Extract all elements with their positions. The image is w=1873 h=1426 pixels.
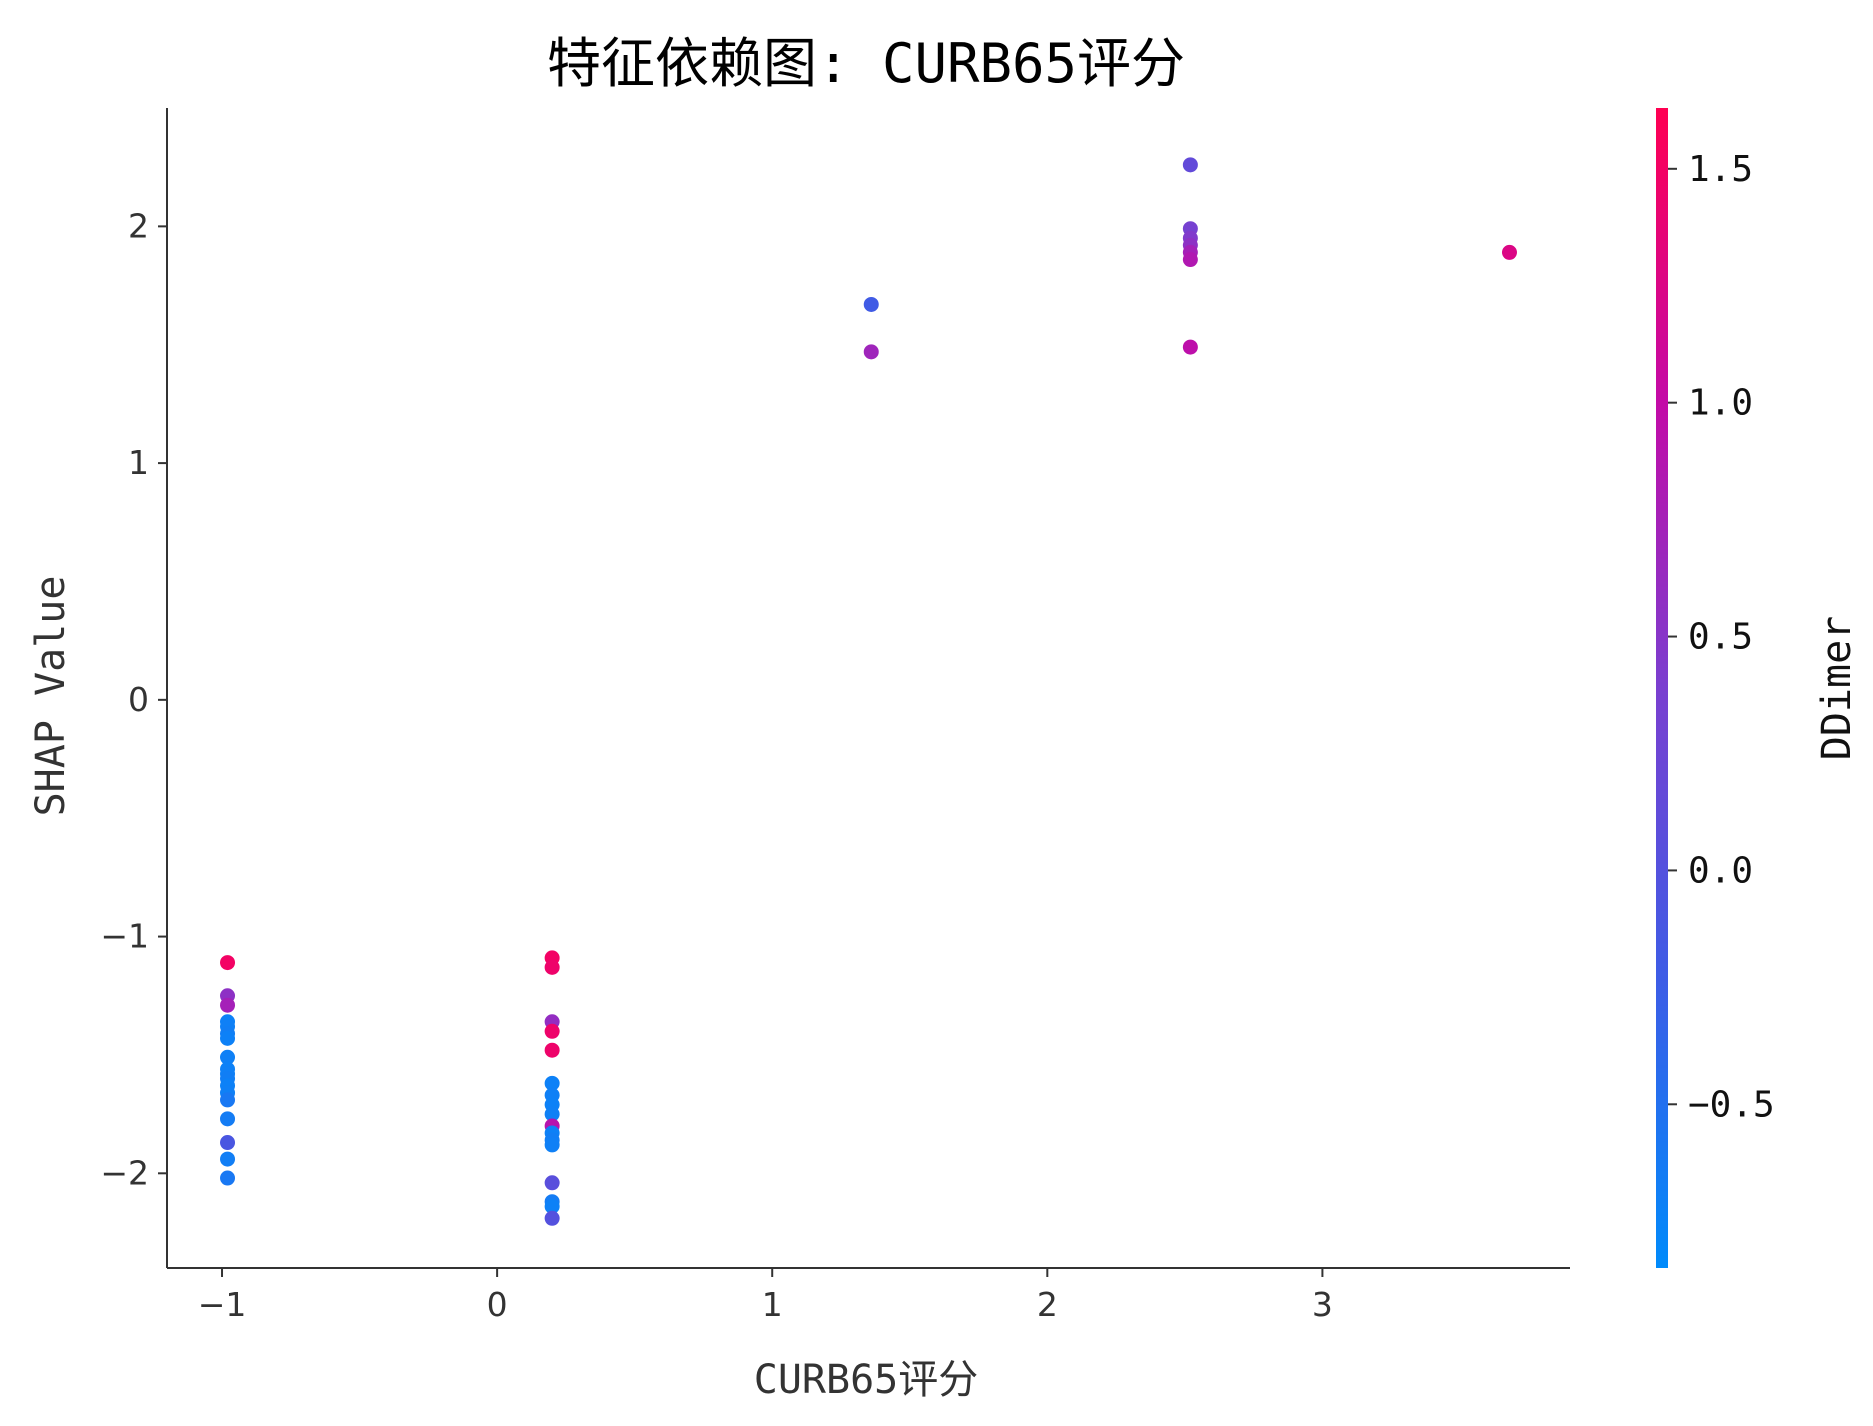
data-point [1182, 252, 1198, 268]
data-point [544, 1137, 560, 1153]
colorbar-tick-label: 1.5 [1688, 149, 1753, 190]
data-point [544, 1210, 560, 1226]
chart-title: 特征依赖图: CURB65评分 [547, 32, 1185, 95]
data-point [220, 1135, 236, 1151]
data-point [544, 1106, 560, 1122]
x-tick-label: 0 [487, 1285, 508, 1324]
data-point [544, 1075, 560, 1091]
x-tick-label: 3 [1312, 1285, 1333, 1324]
data-point [220, 1111, 236, 1127]
y-ticks: −2 −1 0 1 2 [100, 206, 167, 1192]
data-point [1182, 157, 1198, 173]
data-point [544, 959, 560, 975]
data-point [863, 296, 879, 312]
x-ticks: −1 0 1 2 3 [198, 1268, 1333, 1324]
y-tick-label: −2 [100, 1153, 149, 1192]
data-point [544, 1198, 560, 1214]
data-point [220, 1049, 236, 1065]
data-point [220, 1092, 236, 1108]
data-point [220, 955, 236, 971]
y-tick-label: 2 [128, 206, 149, 245]
y-axis-label: SHAP Value [28, 576, 74, 817]
x-axis-label: CURB65评分 [754, 1357, 979, 1403]
x-tick-label: −1 [198, 1285, 247, 1324]
data-point [220, 997, 236, 1013]
data-point [1501, 244, 1517, 260]
data-point [544, 1023, 560, 1039]
x-tick-label: 1 [762, 1285, 783, 1324]
colorbar-ticks: −0.5 0.0 0.5 1.0 1.5 [1668, 149, 1775, 1125]
data-point [220, 1151, 236, 1167]
data-point [220, 1170, 236, 1186]
y-tick-label: 1 [128, 443, 149, 482]
x-tick-label: 2 [1037, 1285, 1058, 1324]
colorbar-label: DDimer [1814, 616, 1860, 761]
y-tick-label: 0 [128, 680, 149, 719]
data-point [220, 1030, 236, 1046]
data-point [863, 344, 879, 360]
colorbar-tick-label: 1.0 [1688, 383, 1753, 424]
colorbar-tick-label: −0.5 [1688, 1084, 1775, 1125]
data-point [1182, 339, 1198, 355]
data-point [544, 1042, 560, 1058]
y-tick-label: −1 [100, 917, 149, 956]
colorbar-tick-label: 0.5 [1688, 617, 1753, 658]
colorbar [1656, 108, 1668, 1268]
points-layer [220, 157, 1517, 1226]
data-point [544, 1175, 560, 1191]
colorbar-tick-label: 0.0 [1688, 850, 1753, 891]
